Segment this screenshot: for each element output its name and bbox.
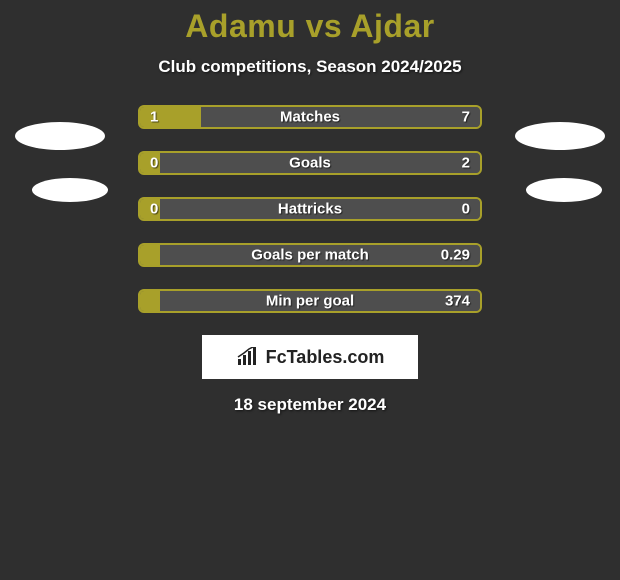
subtitle: Club competitions, Season 2024/2025: [0, 57, 620, 77]
stats-bars: 1 Matches 7 0 Goals 2 0 Hattricks 0 Goal…: [138, 105, 482, 313]
stat-value-right: 7: [462, 109, 470, 126]
comparison-card: Adamu vs Ajdar Club competitions, Season…: [0, 0, 620, 580]
stat-value-right: 2: [462, 155, 470, 172]
stat-row: 1 Matches 7: [138, 105, 482, 129]
stat-label: Goals: [140, 155, 480, 172]
player-right-logo-2: [526, 178, 602, 202]
stat-row: Min per goal 374: [138, 289, 482, 313]
player-left-logo-2: [32, 178, 108, 202]
stat-value-right: 374: [445, 293, 470, 310]
stat-row: 0 Hattricks 0: [138, 197, 482, 221]
player-left-logo-1: [15, 122, 105, 150]
chart-icon: [236, 347, 260, 367]
brand-text: FcTables.com: [266, 347, 385, 368]
stat-value-right: 0: [462, 201, 470, 218]
stat-row: Goals per match 0.29: [138, 243, 482, 267]
stat-label: Hattricks: [140, 201, 480, 218]
stat-label: Min per goal: [140, 293, 480, 310]
player-right-logo-1: [515, 122, 605, 150]
brand-link[interactable]: FcTables.com: [202, 335, 418, 379]
stat-row: 0 Goals 2: [138, 151, 482, 175]
stat-label: Matches: [140, 109, 480, 126]
stat-value-right: 0.29: [441, 247, 470, 264]
stat-label: Goals per match: [140, 247, 480, 264]
date-text: 18 september 2024: [0, 395, 620, 415]
page-title: Adamu vs Ajdar: [0, 0, 620, 45]
